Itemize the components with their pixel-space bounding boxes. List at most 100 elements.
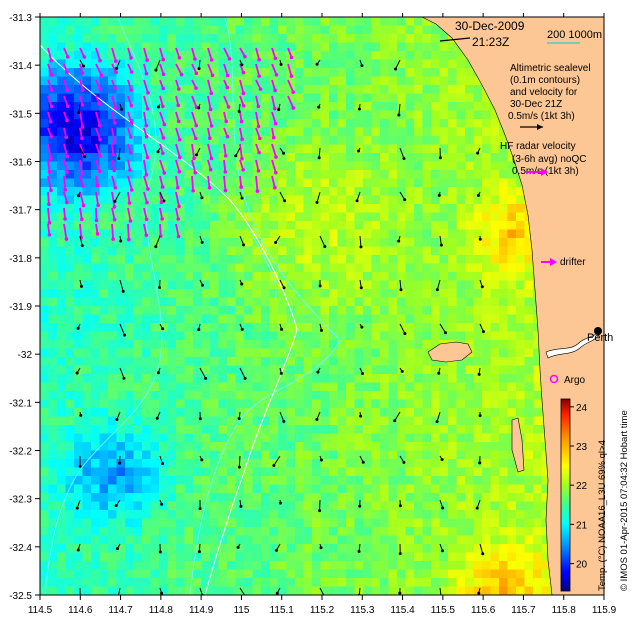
sst-pixel — [516, 561, 525, 570]
sst-pixel — [48, 561, 58, 570]
sst-pixel — [507, 510, 517, 519]
sst-pixel — [193, 510, 202, 519]
sst-pixel — [397, 178, 406, 188]
sst-pixel — [482, 552, 491, 562]
sst-pixel — [176, 51, 185, 60]
sst-pixel — [269, 25, 279, 35]
sst-pixel — [184, 586, 194, 595]
sst-pixel — [167, 51, 177, 60]
sst-pixel — [490, 382, 500, 392]
sst-pixel — [235, 527, 245, 536]
sst-pixel — [303, 476, 313, 485]
sst-pixel — [303, 578, 313, 587]
sst-pixel — [184, 280, 194, 290]
sst-pixel — [439, 493, 449, 502]
sst-pixel — [210, 459, 219, 468]
sst-pixel — [125, 238, 134, 247]
radar-arrow-head — [65, 154, 70, 159]
sst-pixel — [295, 518, 304, 528]
sst-pixel — [48, 552, 58, 562]
sst-pixel — [439, 527, 449, 536]
sst-pixel — [218, 459, 228, 468]
sst-pixel — [320, 331, 330, 341]
sst-pixel — [414, 187, 423, 196]
sst-pixel — [329, 42, 338, 52]
sst-pixel — [184, 331, 194, 341]
sst-pixel — [414, 408, 423, 417]
sst-pixel — [82, 153, 92, 162]
sst-pixel — [91, 76, 100, 86]
sst-pixel — [210, 382, 219, 392]
sst-pixel — [516, 323, 525, 332]
altimetry-arrow-head — [394, 67, 398, 71]
sst-pixel — [312, 170, 321, 179]
sst-pixel — [473, 374, 483, 383]
sst-pixel — [278, 484, 287, 494]
sst-pixel — [184, 510, 194, 519]
sst-pixel — [354, 238, 364, 247]
sst-pixel — [346, 314, 355, 324]
sst-pixel — [354, 535, 364, 545]
radar-arrow — [79, 191, 85, 206]
sst-pixel — [65, 127, 75, 137]
sst-pixel — [516, 535, 525, 545]
sst-pixel — [439, 578, 449, 587]
sst-pixel — [82, 306, 92, 315]
sst-pixel — [40, 187, 49, 196]
sst-pixel — [482, 272, 491, 281]
sst-pixel — [201, 399, 211, 409]
sst-pixel — [371, 340, 381, 349]
sst-pixel — [414, 306, 423, 315]
sst-pixel — [133, 42, 143, 52]
sst-pixel — [193, 374, 202, 383]
radar-arrow-head — [159, 200, 164, 205]
sst-pixel — [261, 493, 270, 502]
sst-pixel — [244, 76, 253, 86]
sst-pixel — [465, 212, 474, 222]
radar-arrow-head — [223, 153, 228, 158]
sst-pixel — [524, 399, 534, 409]
sst-pixel — [235, 518, 245, 528]
sst-pixel — [312, 34, 321, 43]
radar-arrow-head — [177, 204, 181, 209]
radar-arrow-head — [80, 136, 84, 141]
sst-pixel — [388, 272, 398, 281]
radar-arrow-head — [161, 86, 165, 91]
sst-pixel — [516, 195, 525, 205]
sst-pixel — [380, 306, 389, 315]
sst-pixel — [278, 289, 287, 298]
sst-pixel — [456, 544, 466, 553]
sst-pixel — [422, 340, 432, 349]
sst-pixel — [99, 501, 109, 511]
sst-pixel — [150, 408, 160, 417]
sst-pixel — [167, 476, 177, 485]
sst-pixel — [422, 535, 432, 545]
sst-pixel — [99, 561, 109, 570]
sst-pixel — [295, 382, 304, 392]
sst-pixel — [295, 484, 304, 494]
sst-pixel — [354, 518, 364, 528]
sst-pixel — [303, 170, 313, 179]
sst-pixel — [65, 501, 75, 511]
sst-pixel — [541, 527, 551, 536]
sst-pixel — [371, 42, 381, 52]
sst-pixel — [201, 331, 211, 341]
sst-pixel — [337, 17, 347, 26]
sst-pixel — [261, 297, 270, 307]
sst-pixel — [337, 544, 347, 553]
sst-pixel — [533, 391, 542, 400]
sst-pixel — [218, 144, 228, 154]
sst-pixel — [414, 280, 423, 290]
sst-pixel — [108, 382, 117, 392]
sst-pixel — [371, 25, 381, 35]
sst-pixel — [397, 42, 406, 52]
sst-pixel — [159, 552, 168, 562]
sst-pixel — [82, 442, 92, 451]
sst-pixel — [439, 484, 449, 494]
sst-pixel — [354, 348, 364, 358]
sst-pixel — [167, 221, 177, 230]
sst-pixel — [252, 119, 262, 128]
sst-pixel — [159, 374, 168, 383]
radar-arrow-head — [144, 217, 149, 222]
sst-pixel — [210, 425, 219, 434]
